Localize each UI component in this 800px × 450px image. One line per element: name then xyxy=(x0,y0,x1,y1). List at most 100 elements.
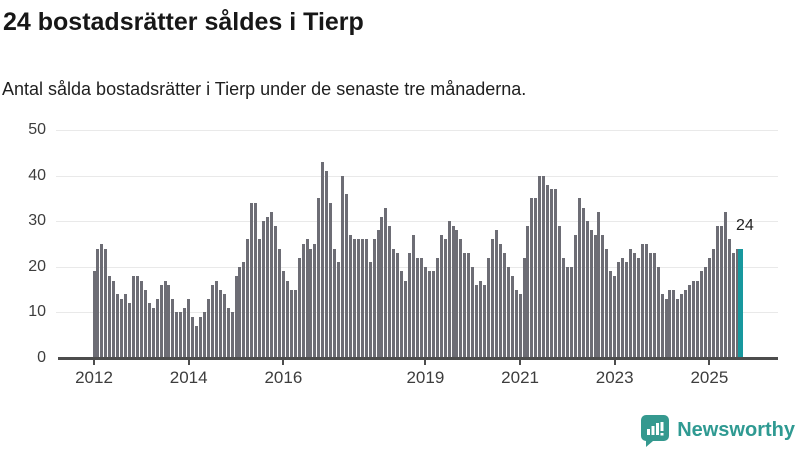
bar xyxy=(656,266,660,358)
bar xyxy=(116,294,120,358)
bar xyxy=(352,239,356,358)
bar xyxy=(199,317,202,358)
newsworthy-speech-bubble-bars-icon xyxy=(640,414,670,447)
bar xyxy=(341,175,345,358)
x-axis-tick-mark xyxy=(424,359,427,365)
x-axis-tick-mark xyxy=(708,359,711,365)
bar xyxy=(431,271,435,358)
bar xyxy=(463,253,467,358)
bar xyxy=(281,271,285,358)
bar xyxy=(337,262,341,358)
bar xyxy=(348,234,352,358)
bar xyxy=(483,285,487,358)
bar xyxy=(660,294,664,358)
newsworthy-logo-link[interactable]: Newsworthy xyxy=(640,414,795,447)
y-axis-tick-label: 40 xyxy=(28,166,46,184)
bar xyxy=(131,275,135,358)
x-axis-tick-label: 2014 xyxy=(169,368,208,387)
bar xyxy=(565,266,569,358)
bar xyxy=(92,271,96,358)
bar xyxy=(246,239,250,358)
y-gridline xyxy=(56,175,778,177)
bar xyxy=(104,248,108,358)
bar xyxy=(530,198,534,358)
bar xyxy=(648,253,652,358)
bar xyxy=(250,203,254,358)
bar xyxy=(577,198,581,358)
bar xyxy=(692,280,696,358)
y-axis-tick-label: 10 xyxy=(28,303,46,321)
bar xyxy=(506,266,510,358)
bar xyxy=(518,294,522,358)
bar xyxy=(632,253,636,358)
bar xyxy=(218,289,222,358)
x-axis-tick-label: 2016 xyxy=(264,368,303,387)
bar xyxy=(112,280,116,358)
bar xyxy=(270,212,274,358)
bar xyxy=(376,230,380,358)
bar xyxy=(230,312,234,358)
bar xyxy=(621,257,625,358)
x-axis-tick-mark xyxy=(93,359,95,365)
bar xyxy=(408,253,412,358)
brand-name: Newsworthy xyxy=(677,419,795,441)
bar xyxy=(419,257,423,358)
bar xyxy=(605,248,609,358)
bar xyxy=(688,285,692,358)
bar xyxy=(546,184,550,358)
bar xyxy=(447,221,451,358)
y-axis-tick-label: 50 xyxy=(28,121,46,138)
bar xyxy=(534,198,538,358)
bar xyxy=(502,253,506,358)
bar xyxy=(313,244,317,358)
bar xyxy=(487,257,490,358)
bar xyxy=(435,257,439,358)
bar xyxy=(459,239,463,358)
x-axis-tick-mark xyxy=(613,359,616,365)
bar xyxy=(490,239,494,358)
bar xyxy=(155,298,159,358)
bar xyxy=(171,298,175,358)
bar xyxy=(538,175,542,358)
page-title: 24 bostadsrätter såldes i Tierp xyxy=(3,8,364,36)
bar xyxy=(423,266,427,358)
bar xyxy=(344,193,348,358)
bar xyxy=(234,275,238,358)
bar xyxy=(372,239,376,358)
bar xyxy=(226,307,230,358)
bar xyxy=(644,244,648,358)
last-bar-value-label: 24 xyxy=(735,217,754,234)
bar xyxy=(723,212,727,358)
bar xyxy=(707,257,711,358)
bar xyxy=(124,294,128,358)
bar xyxy=(143,289,147,358)
bar xyxy=(415,257,419,358)
x-axis-tick-label: 2023 xyxy=(595,368,634,387)
bar xyxy=(629,248,633,358)
bar xyxy=(664,298,668,358)
x-axis-tick-mark xyxy=(282,359,285,365)
bar xyxy=(364,239,368,358)
bar xyxy=(735,248,739,358)
bar xyxy=(293,289,297,358)
bar xyxy=(242,262,246,358)
chart-subtitle: Antal sålda bostadsrätter i Tierp under … xyxy=(2,79,527,99)
bar xyxy=(613,275,617,358)
bar xyxy=(467,253,471,358)
bar xyxy=(388,225,392,358)
bar xyxy=(179,312,183,358)
bar xyxy=(471,266,475,358)
bar xyxy=(439,234,443,358)
bar xyxy=(404,280,408,358)
bar xyxy=(206,298,210,358)
bar xyxy=(542,175,546,358)
bar xyxy=(443,239,447,358)
bar xyxy=(151,307,155,358)
bar xyxy=(680,294,684,358)
bar xyxy=(159,285,163,358)
bar xyxy=(636,257,640,358)
bar xyxy=(700,271,704,358)
x-axis-tick-mark xyxy=(519,359,522,365)
bar xyxy=(684,289,688,358)
